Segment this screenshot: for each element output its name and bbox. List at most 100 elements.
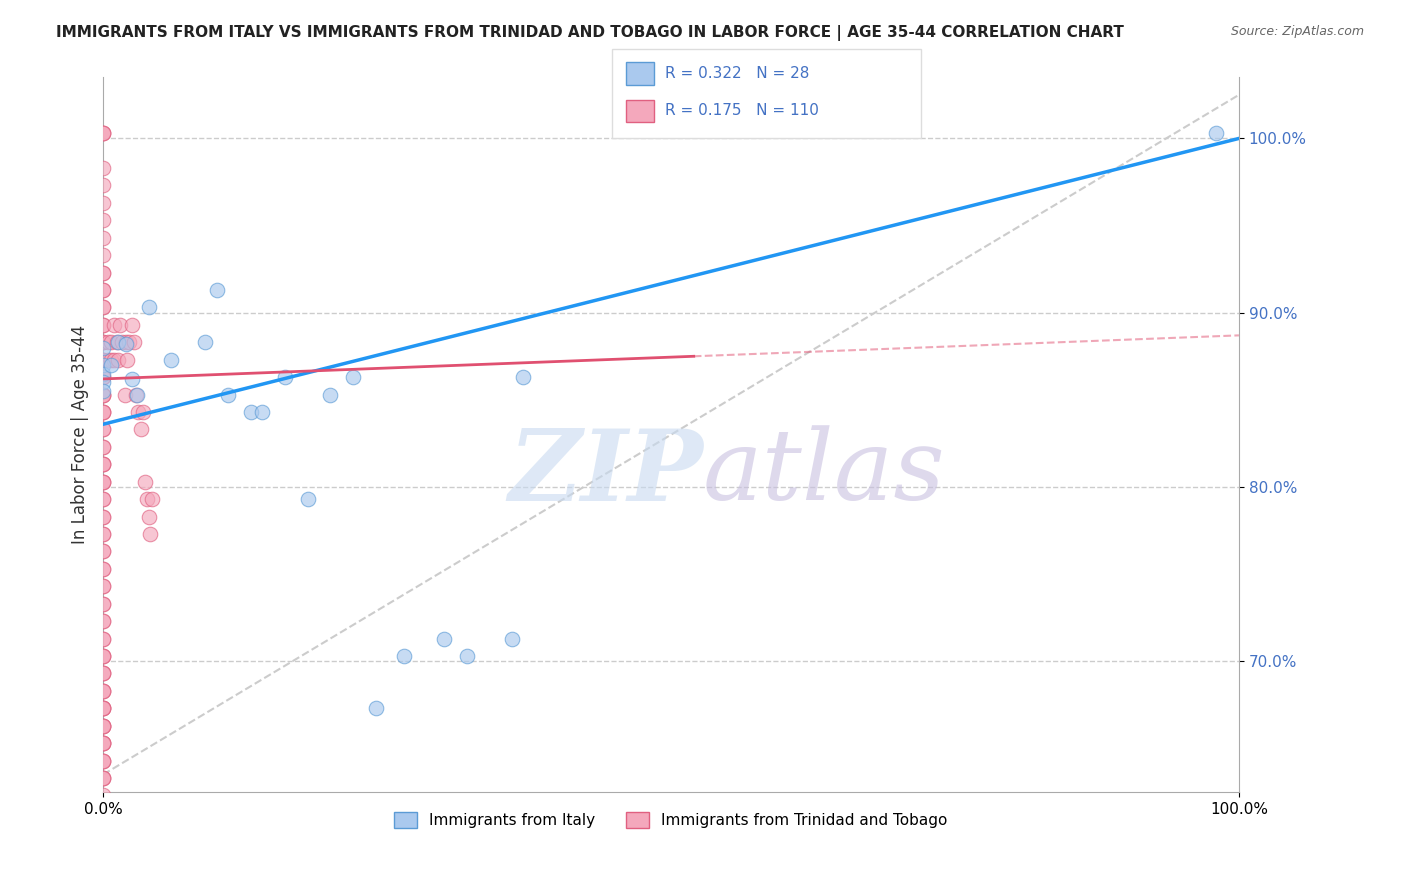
Point <box>91 597 114 611</box>
Point <box>138 301 160 315</box>
Point <box>127 405 149 419</box>
Point <box>91 248 114 262</box>
Point <box>91 754 114 768</box>
Point <box>250 405 273 419</box>
Text: R = 0.322   N = 28: R = 0.322 N = 28 <box>665 66 810 80</box>
Point <box>91 301 114 315</box>
Point <box>91 440 114 454</box>
Point <box>91 719 114 733</box>
Point <box>91 458 114 472</box>
Point <box>297 492 319 507</box>
Point <box>125 387 148 401</box>
Point <box>91 754 114 768</box>
Point <box>91 335 114 350</box>
Point <box>91 648 114 663</box>
Point <box>91 736 114 750</box>
Point <box>91 544 114 558</box>
Y-axis label: In Labor Force | Age 35-44: In Labor Force | Age 35-44 <box>72 326 89 544</box>
Point <box>91 126 114 140</box>
Text: Source: ZipAtlas.com: Source: ZipAtlas.com <box>1230 25 1364 38</box>
Point <box>91 341 114 355</box>
Point <box>91 684 114 698</box>
Point <box>91 736 114 750</box>
Point <box>512 370 534 384</box>
Point <box>132 405 155 419</box>
Point <box>501 632 523 646</box>
Point <box>91 318 114 332</box>
Point <box>91 475 114 489</box>
Point <box>239 405 262 419</box>
Point <box>97 335 120 350</box>
Point <box>91 614 114 628</box>
Point <box>91 405 114 419</box>
Point <box>91 301 114 315</box>
Point <box>91 648 114 663</box>
Point <box>141 492 163 507</box>
Point <box>91 632 114 646</box>
Point <box>91 266 114 280</box>
Point <box>1205 126 1227 140</box>
Point <box>91 387 114 401</box>
Point <box>91 701 114 715</box>
Point <box>433 632 456 646</box>
Point <box>91 579 114 593</box>
Point <box>91 701 114 715</box>
Point <box>91 422 114 436</box>
Point <box>91 544 114 558</box>
Point <box>91 562 114 576</box>
Point <box>91 666 114 681</box>
Point <box>91 213 114 227</box>
Point <box>91 492 114 507</box>
Point <box>97 352 120 367</box>
Point <box>91 178 114 193</box>
Point <box>91 736 114 750</box>
Point <box>100 335 122 350</box>
Point <box>91 376 114 390</box>
Point <box>91 771 114 785</box>
Point <box>91 126 114 140</box>
Point <box>217 387 239 401</box>
Point <box>91 161 114 175</box>
Text: IMMIGRANTS FROM ITALY VS IMMIGRANTS FROM TRINIDAD AND TOBAGO IN LABOR FORCE | AG: IMMIGRANTS FROM ITALY VS IMMIGRANTS FROM… <box>56 25 1125 41</box>
Point <box>91 719 114 733</box>
Point <box>103 318 125 332</box>
Point <box>91 684 114 698</box>
Point <box>100 358 122 372</box>
Point <box>134 475 156 489</box>
Point <box>91 422 114 436</box>
Point <box>91 579 114 593</box>
Point <box>91 701 114 715</box>
Point <box>342 370 364 384</box>
Legend: Immigrants from Italy, Immigrants from Trinidad and Tobago: Immigrants from Italy, Immigrants from T… <box>388 806 953 834</box>
Point <box>91 358 114 372</box>
Point <box>91 475 114 489</box>
Point <box>121 318 143 332</box>
Point <box>160 352 183 367</box>
Point <box>91 283 114 297</box>
Point <box>115 352 138 367</box>
Point <box>91 440 114 454</box>
Point <box>107 335 129 350</box>
Point <box>91 684 114 698</box>
Point <box>91 405 114 419</box>
Point <box>91 475 114 489</box>
Point <box>136 492 159 507</box>
Point <box>115 337 138 351</box>
Point <box>91 666 114 681</box>
Point <box>91 509 114 524</box>
Point <box>91 614 114 628</box>
Point <box>91 562 114 576</box>
Text: ZIP: ZIP <box>508 425 703 521</box>
Point <box>103 352 125 367</box>
Point <box>91 789 114 803</box>
Point <box>108 318 131 332</box>
Point <box>91 509 114 524</box>
Point <box>194 335 217 350</box>
Point <box>319 387 342 401</box>
Point <box>91 126 114 140</box>
Point <box>91 283 114 297</box>
Point <box>91 771 114 785</box>
Point <box>91 335 114 350</box>
Point <box>274 370 297 384</box>
Point <box>91 527 114 541</box>
